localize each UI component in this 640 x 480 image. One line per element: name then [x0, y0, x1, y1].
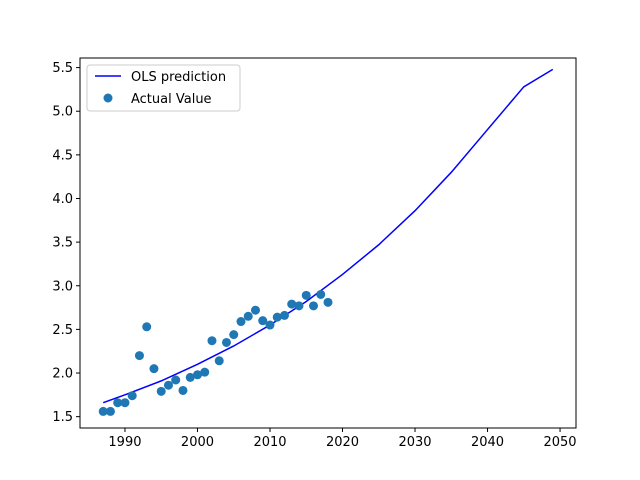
- actual-value-point: [156, 386, 166, 396]
- actual-value-point: [323, 297, 333, 307]
- actual-value-point: [294, 301, 304, 311]
- actual-value-point: [207, 336, 217, 346]
- actual-value-point: [272, 312, 282, 322]
- x-tick-label: 2010: [253, 435, 286, 450]
- ols-prediction-line: [102, 68, 554, 404]
- actual-value-point: [192, 370, 202, 380]
- actual-value-point: [185, 372, 195, 382]
- y-tick-label: 4.5: [52, 148, 73, 163]
- y-tick-label: 2.5: [52, 323, 73, 338]
- actual-value-point: [142, 322, 152, 332]
- actual-value-point: [113, 398, 123, 408]
- legend-box: [86, 64, 241, 112]
- actual-value-point: [258, 316, 268, 326]
- actual-value-point: [105, 406, 115, 416]
- x-tick-label: 1990: [108, 435, 141, 450]
- y-tick-label: 2.0: [52, 367, 73, 382]
- y-tick-label: 5.5: [52, 61, 73, 76]
- actual-value-point: [149, 364, 159, 374]
- legend-dot-marker: [103, 93, 113, 103]
- x-tick-label: 2000: [181, 435, 214, 450]
- x-axis: 1990 2000 2010 2020 2030 2040 2050: [108, 428, 577, 450]
- actual-value-point: [98, 406, 108, 416]
- actual-value-point: [316, 289, 326, 299]
- actual-value-point: [221, 337, 231, 347]
- actual-value-point: [243, 311, 253, 321]
- actual-value-point: [229, 330, 239, 340]
- actual-value-point: [301, 290, 311, 300]
- legend-label-ols: OLS prediction: [131, 70, 226, 85]
- legend-label-actual: Actual Value: [131, 92, 212, 107]
- y-tick-label: 5.0: [52, 105, 73, 120]
- x-tick-label: 2040: [471, 435, 504, 450]
- x-tick-label: 2050: [543, 435, 576, 450]
- actual-value-point: [279, 310, 289, 320]
- actual-value-point: [200, 367, 210, 377]
- actual-value-point: [287, 299, 297, 309]
- series-layer: [98, 68, 554, 416]
- y-axis: 1.5 2.0 2.5 3.0 3.5 4.0 4.5 5.0 5.5: [52, 61, 80, 425]
- plot-area: [79, 57, 577, 429]
- actual-value-point: [127, 391, 137, 401]
- x-tick-label: 2030: [398, 435, 431, 450]
- actual-value-point: [214, 356, 224, 366]
- actual-value-point: [163, 380, 173, 390]
- actual-value-point: [171, 375, 181, 385]
- y-tick-label: 3.0: [52, 279, 73, 294]
- actual-value-point: [236, 317, 246, 327]
- actual-value-point: [120, 398, 130, 408]
- x-tick-label: 2020: [326, 435, 359, 450]
- actual-value-point: [134, 351, 144, 361]
- y-tick-label: 4.0: [52, 192, 73, 207]
- y-tick-label: 3.5: [52, 236, 73, 251]
- legend: OLS prediction Actual Value: [86, 64, 241, 112]
- actual-value-point: [250, 305, 260, 315]
- actual-value-point: [308, 301, 318, 311]
- actual-value-point: [265, 320, 275, 330]
- y-tick-label: 1.5: [52, 410, 73, 425]
- actual-value-point: [178, 385, 188, 395]
